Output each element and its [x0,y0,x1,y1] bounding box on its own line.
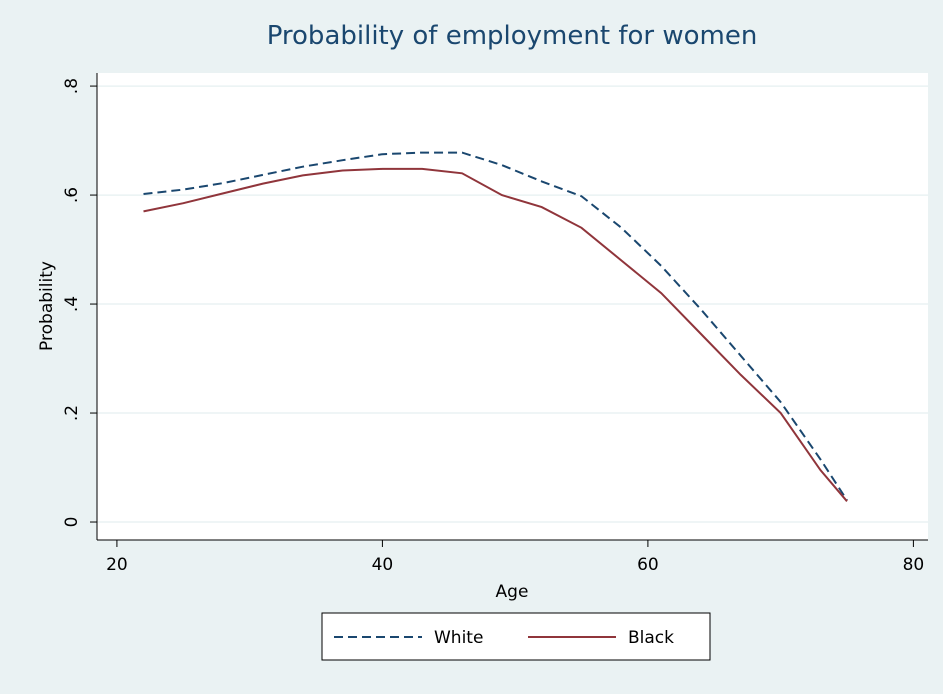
y-tick-label: .6 [62,187,82,203]
legend-label: Black [628,628,674,648]
y-tick-label: .4 [62,296,82,312]
y-tick-label: 0 [62,517,82,528]
y-tick-label: .2 [62,405,82,421]
chart-title: Probability of employment for women [267,21,758,51]
y-axis-label: Probability [37,261,57,351]
series-line [143,167,848,502]
plot-area [97,73,928,540]
legend [321,612,711,661]
x-tick-label: 80 [903,555,925,575]
x-axis-label: Age [496,582,529,602]
y-tick-label: .8 [62,78,82,94]
x-tick-label: 60 [637,555,659,575]
x-tick-label: 20 [106,555,128,575]
x-tick-label: 40 [372,555,394,575]
series-line [143,151,848,501]
legend-label: White [434,628,483,648]
